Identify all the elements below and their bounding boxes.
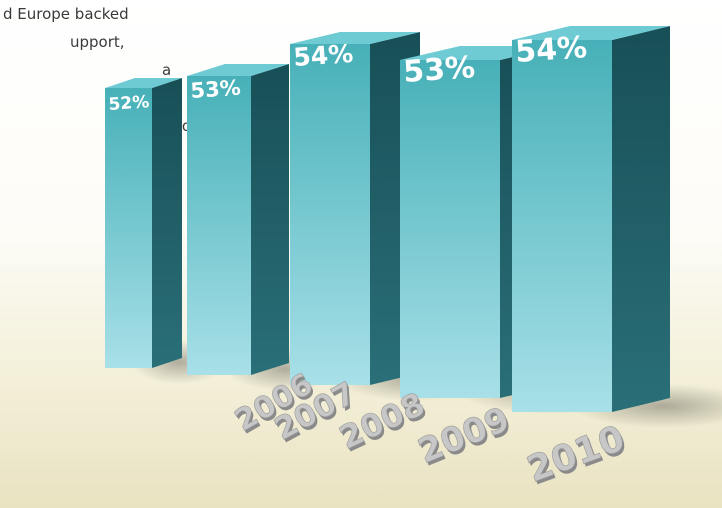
bar-column-2006: 52% xyxy=(105,78,182,368)
bar-value-label: 52% xyxy=(108,92,150,115)
bar-value-label: 54% xyxy=(514,30,588,70)
bar-top xyxy=(105,78,182,88)
bar-top xyxy=(290,32,420,44)
bar-side xyxy=(612,26,670,412)
text-line-3: a xyxy=(162,61,172,79)
x-tick-label: 2009 xyxy=(413,399,516,472)
bar xyxy=(187,76,251,375)
bar-top xyxy=(512,26,670,40)
bar-value-label: 53% xyxy=(190,76,242,103)
text-line-1: d Europe backed xyxy=(3,5,129,23)
bar-value-label: 53% xyxy=(402,50,476,90)
bar xyxy=(400,60,500,398)
bar-top xyxy=(187,64,289,76)
bars-group: 52% 53% 54% 53% 54% xyxy=(105,26,670,412)
bar-side xyxy=(251,64,289,375)
bar-column-2010: 54% xyxy=(512,26,670,412)
bar-value-label: 54% xyxy=(292,39,354,72)
bar xyxy=(512,40,612,412)
bar xyxy=(290,44,370,385)
bar-column-2007: 53% xyxy=(187,64,289,375)
bar-side xyxy=(152,78,182,368)
text-line-2: upport, xyxy=(70,33,125,51)
bar xyxy=(105,88,152,368)
